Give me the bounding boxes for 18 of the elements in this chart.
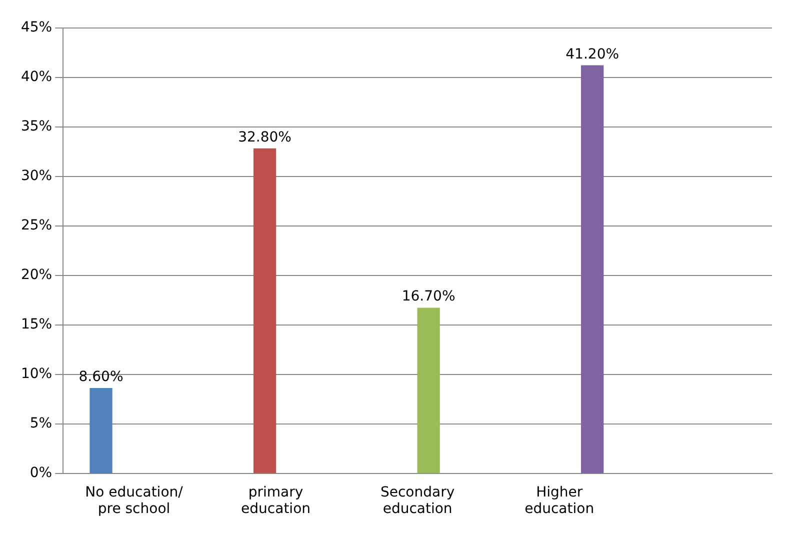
- data-label: 8.60%: [78, 368, 124, 385]
- x-tick-label: primary education: [241, 484, 311, 518]
- data-label: 32.80%: [238, 129, 292, 146]
- y-tick-label: 25%: [20, 218, 52, 234]
- y-tick-label: 5%: [30, 416, 52, 432]
- x-tick-label: Higher education: [524, 484, 594, 518]
- y-tick-label: 30%: [20, 168, 52, 184]
- x-tick-label: No education/ pre school: [85, 484, 184, 518]
- y-tick-label: 0%: [30, 465, 52, 482]
- y-tick-label: 20%: [20, 267, 52, 284]
- data-label: 41.20%: [566, 46, 620, 62]
- y-tick-label: 40%: [20, 69, 52, 86]
- y-tick-label: 35%: [20, 118, 52, 135]
- x-tick-label: Secondary education: [380, 484, 455, 518]
- y-tick-label: 15%: [20, 316, 52, 333]
- y-tick-label: 45%: [20, 20, 52, 36]
- data-label: 16.70%: [402, 288, 456, 305]
- y-tick-label: 10%: [20, 366, 52, 382]
